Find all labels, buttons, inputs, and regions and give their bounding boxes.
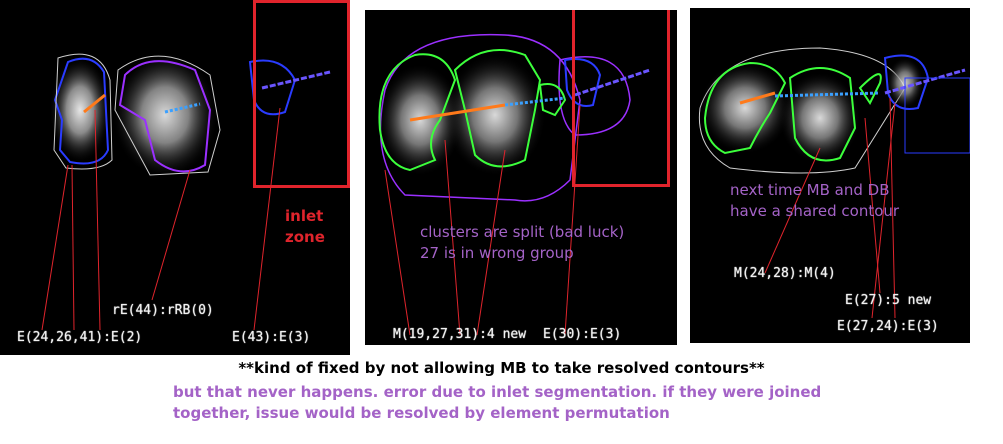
label-e-24-26-41: E(24,26,41):E(2) — [17, 330, 143, 345]
label-e-43: E(43):E(3) — [232, 330, 311, 345]
label-e-30: E(30):E(3) — [543, 327, 622, 342]
panel-3-overlay — [698, 47, 970, 319]
image-panel-1: E(24,26,41):E(2) rE(44):rRB(0) E(43):E(3… — [0, 0, 350, 355]
image-panel-2: clusters are split (bad luck) 27 is in w… — [365, 10, 677, 345]
image-panel-3: next time MB and DB have a shared contou… — [690, 8, 970, 343]
label-m-19-27-31: M(19,27,31):4 new — [393, 327, 527, 342]
label-re-44: rE(44):rRB(0) — [112, 303, 214, 318]
footer-purple-note: but that never happens. error due to inl… — [173, 383, 822, 422]
panel-2-inlet-box — [572, 10, 670, 187]
panel-2-overlay — [378, 33, 651, 336]
inlet-zone-box — [253, 0, 350, 188]
shared-contour-note: next time MB and DB have a shared contou… — [730, 181, 900, 220]
panel-1-overlay — [41, 53, 331, 331]
label-m-24-28: M(24,28):M(4) — [734, 266, 836, 281]
label-e-27: E(27):5 new — [845, 293, 932, 308]
footer-bold-note: **kind of fixed by not allowing MB to ta… — [238, 359, 765, 377]
inlet-zone-note: inlet zone — [285, 207, 325, 246]
label-e-27-24: E(27,24):E(3) — [837, 319, 939, 334]
clusters-split-note: clusters are split (bad luck) 27 is in w… — [420, 223, 625, 262]
